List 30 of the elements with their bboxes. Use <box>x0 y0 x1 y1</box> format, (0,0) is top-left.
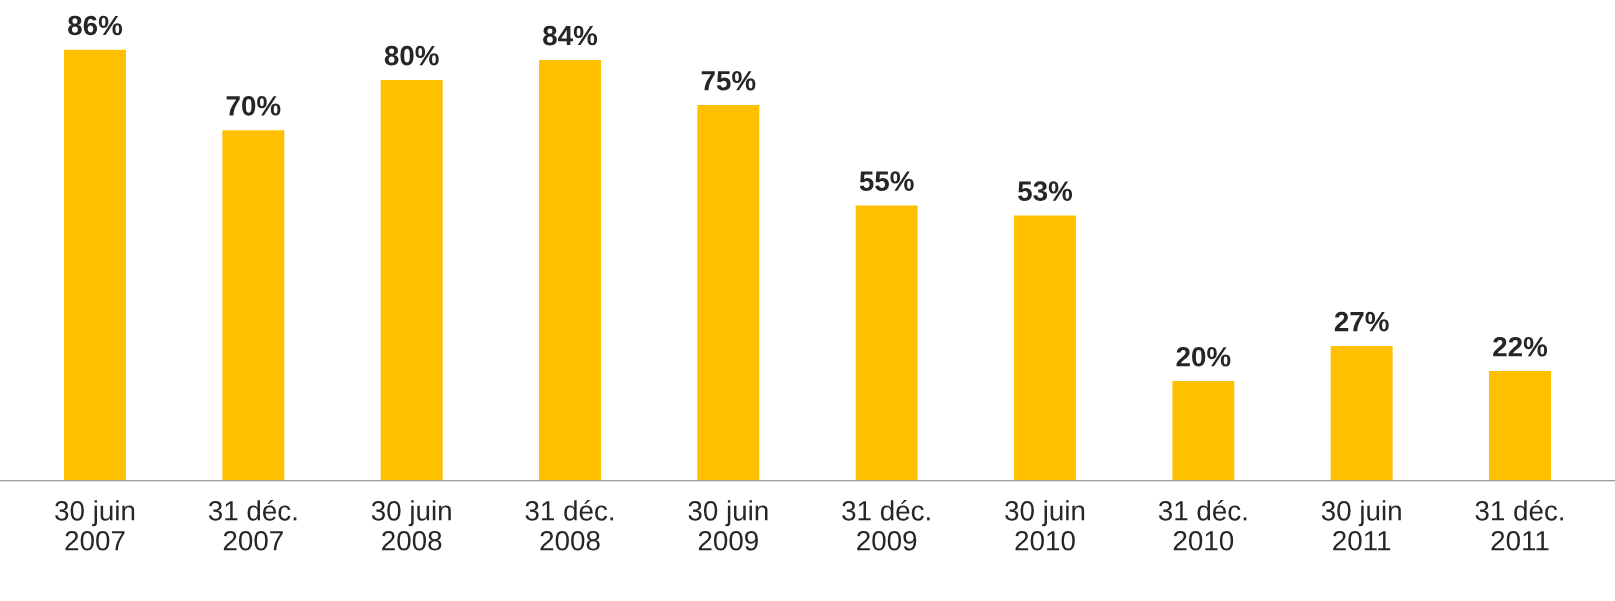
data-label: 55% <box>859 171 914 191</box>
x-tick-label: 31 déc. 2011 <box>1475 499 1564 551</box>
bar <box>379 78 445 481</box>
data-label: 80% <box>384 45 439 66</box>
data-label: 84% <box>543 25 598 46</box>
data-label: 70% <box>226 95 281 116</box>
x-tick-label: 31 déc. 2008 <box>525 499 614 551</box>
data-label: 53% <box>1018 181 1073 202</box>
data-label: 86% <box>68 15 123 36</box>
bar <box>1487 369 1553 481</box>
bar <box>1170 379 1236 481</box>
data-label: 22% <box>1493 336 1548 357</box>
x-tick-label: 31 déc. 2009 <box>842 499 930 551</box>
bar <box>695 103 761 481</box>
bar <box>1329 344 1395 481</box>
x-tick-label: 30 juin 2010 <box>1005 500 1085 551</box>
bar <box>220 128 286 481</box>
x-tick-label: 30 juin 2008 <box>371 500 451 551</box>
x-tick-label: 30 juin 2007 <box>55 500 135 551</box>
x-tick-label: 31 déc. 2010 <box>1158 499 1247 551</box>
x-tick-label: 30 juin 2011 <box>1321 500 1401 551</box>
bar <box>537 58 603 481</box>
x-tick-label: 31 déc. 2007 <box>208 499 297 551</box>
bar <box>854 204 920 481</box>
bar <box>1012 214 1078 481</box>
data-label: 20% <box>1176 346 1231 367</box>
x-tick-label: 30 juin 2009 <box>688 500 768 551</box>
data-label: 27% <box>1334 311 1389 332</box>
bar <box>62 48 128 481</box>
data-label: 75% <box>701 70 756 91</box>
